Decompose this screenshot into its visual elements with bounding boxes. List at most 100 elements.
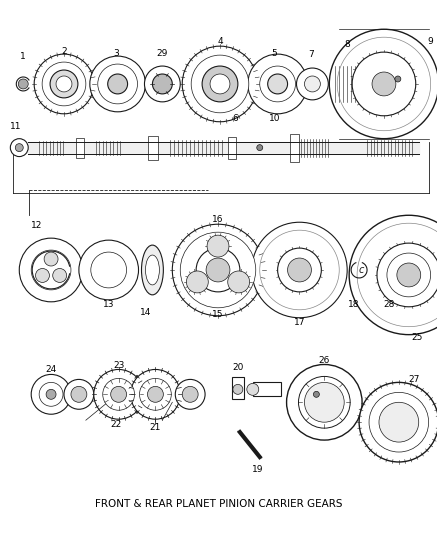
Circle shape — [207, 235, 229, 257]
Text: 7: 7 — [308, 50, 314, 59]
Circle shape — [359, 382, 438, 462]
Circle shape — [44, 252, 58, 266]
Bar — [333, 66, 361, 102]
Circle shape — [71, 386, 87, 402]
Circle shape — [31, 250, 71, 290]
Circle shape — [50, 70, 78, 98]
Circle shape — [202, 66, 238, 102]
Text: 15: 15 — [212, 310, 224, 319]
Circle shape — [349, 215, 438, 335]
Circle shape — [187, 271, 208, 293]
Circle shape — [175, 379, 205, 409]
Circle shape — [252, 222, 347, 318]
Circle shape — [379, 402, 419, 442]
Circle shape — [298, 376, 350, 428]
Circle shape — [196, 248, 240, 292]
Text: 10: 10 — [269, 114, 280, 123]
Circle shape — [248, 54, 307, 114]
Text: 19: 19 — [252, 465, 264, 474]
Text: 24: 24 — [46, 365, 57, 374]
Circle shape — [152, 74, 172, 94]
Bar — [361, 75, 371, 93]
Bar — [232, 377, 244, 399]
Circle shape — [395, 76, 401, 82]
Circle shape — [11, 139, 28, 157]
Circle shape — [304, 382, 344, 422]
Circle shape — [94, 369, 144, 419]
Circle shape — [373, 254, 405, 286]
Circle shape — [257, 144, 263, 151]
Bar — [76, 138, 84, 158]
Circle shape — [148, 386, 163, 402]
Circle shape — [182, 46, 258, 122]
Circle shape — [286, 365, 362, 440]
Text: 3: 3 — [113, 49, 119, 58]
Circle shape — [18, 79, 28, 89]
Text: 23: 23 — [113, 361, 124, 370]
Text: 9: 9 — [428, 37, 434, 46]
Circle shape — [15, 144, 23, 151]
Circle shape — [397, 263, 421, 287]
Text: 20: 20 — [232, 363, 244, 372]
Text: 1: 1 — [21, 52, 26, 61]
Text: 16: 16 — [212, 215, 224, 224]
Circle shape — [260, 66, 296, 102]
Circle shape — [172, 224, 264, 316]
Text: 6: 6 — [232, 114, 238, 123]
Text: 18: 18 — [348, 300, 360, 309]
Text: 4: 4 — [217, 37, 223, 46]
Text: 21: 21 — [150, 423, 161, 432]
Circle shape — [268, 74, 288, 94]
Circle shape — [210, 74, 230, 94]
Circle shape — [31, 375, 71, 414]
Circle shape — [247, 383, 259, 395]
Circle shape — [288, 258, 311, 282]
Circle shape — [369, 392, 429, 452]
Text: 12: 12 — [31, 221, 42, 230]
Circle shape — [56, 76, 72, 92]
Circle shape — [111, 386, 127, 402]
Text: 2: 2 — [61, 46, 67, 55]
Ellipse shape — [141, 245, 163, 295]
Text: c: c — [358, 265, 364, 275]
Ellipse shape — [145, 255, 159, 285]
Text: 29: 29 — [157, 49, 168, 58]
Circle shape — [352, 52, 416, 116]
Bar — [148, 136, 159, 159]
Text: 11: 11 — [10, 122, 21, 131]
Circle shape — [91, 252, 127, 288]
Text: 27: 27 — [408, 375, 420, 384]
Circle shape — [34, 54, 94, 114]
Text: 14: 14 — [140, 308, 151, 317]
Text: 5: 5 — [272, 49, 278, 58]
Circle shape — [39, 382, 63, 406]
Circle shape — [372, 72, 396, 96]
Circle shape — [79, 240, 138, 300]
Circle shape — [314, 391, 319, 397]
Circle shape — [233, 384, 243, 394]
Circle shape — [278, 248, 321, 292]
Circle shape — [98, 64, 138, 104]
Circle shape — [19, 238, 83, 302]
Text: 13: 13 — [103, 300, 114, 309]
Text: 26: 26 — [318, 356, 330, 365]
Bar — [253, 382, 281, 397]
Circle shape — [380, 261, 398, 279]
Circle shape — [131, 369, 180, 419]
Text: 8: 8 — [344, 39, 350, 49]
Circle shape — [108, 74, 127, 94]
Circle shape — [329, 29, 438, 139]
Bar — [228, 136, 236, 158]
Circle shape — [145, 66, 180, 102]
Text: 22: 22 — [110, 419, 121, 429]
Text: 17: 17 — [294, 318, 305, 327]
Circle shape — [206, 258, 230, 282]
Text: 25: 25 — [411, 333, 422, 342]
Circle shape — [191, 55, 249, 113]
Circle shape — [42, 62, 86, 106]
Circle shape — [180, 232, 256, 308]
Circle shape — [90, 56, 145, 112]
Bar — [290, 134, 300, 161]
Circle shape — [304, 76, 320, 92]
Text: 28: 28 — [383, 300, 395, 309]
